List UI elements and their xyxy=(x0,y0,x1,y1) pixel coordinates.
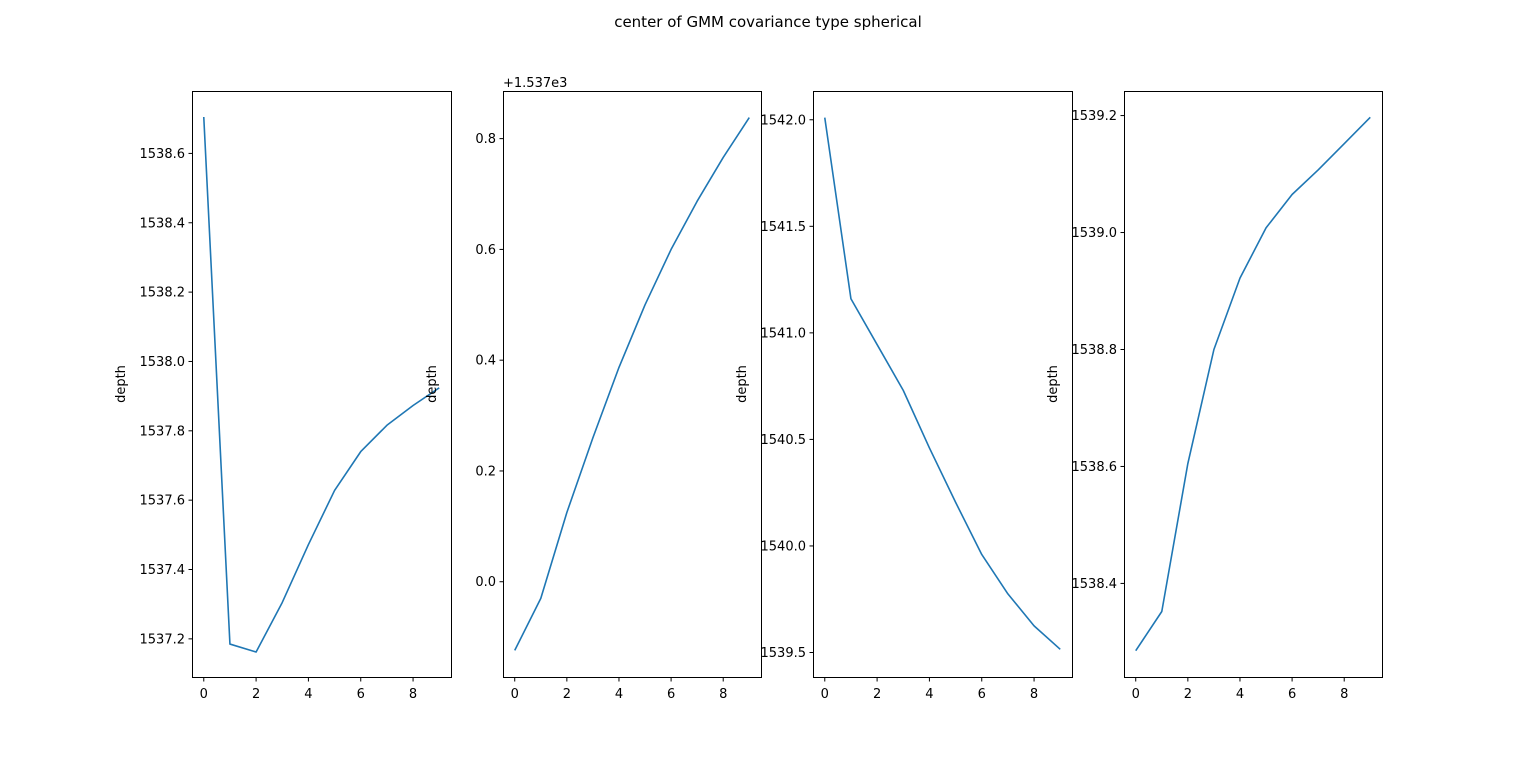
y-tick-label: 1538.6 xyxy=(1072,460,1118,475)
y-tick-label: 1538.8 xyxy=(1072,343,1118,358)
series-line-1 xyxy=(202,116,440,653)
axes-frame xyxy=(503,91,762,678)
x-tick-label: 8 xyxy=(1030,687,1038,702)
x-tick-label: 8 xyxy=(409,687,417,702)
x-tick-label: 6 xyxy=(1288,687,1296,702)
x-tick-label: 8 xyxy=(1340,687,1348,702)
subplot-2: 0 2 4 6 8 0.0 0.2 0.4 0.6 0.8 depth +1.537e3 xyxy=(425,76,762,702)
subplot-4: 0 2 4 6 8 1538.4 1538.6 1538.8 1539.0 1539.2 depth xyxy=(1046,91,1383,702)
y-axis-label: depth xyxy=(114,365,129,403)
y-tick-label: 1539.5 xyxy=(761,646,807,661)
y-tick-label: 1538.4 xyxy=(140,216,186,231)
y-tick-label: 0.6 xyxy=(475,243,496,258)
y-tick-label: 0.2 xyxy=(475,464,496,479)
axes-frame xyxy=(813,91,1073,678)
y-tick-label: 0.4 xyxy=(475,354,496,369)
x-tick-label: 0 xyxy=(1132,687,1140,702)
subplot-3: 0 2 4 6 8 1539.5 1540.0 1540.5 1541.0 1541.5 1542.… xyxy=(735,91,1073,702)
series-line-2 xyxy=(514,117,750,651)
x-tick-label: 0 xyxy=(511,687,519,702)
y-tick-label: 1537.2 xyxy=(140,632,186,647)
axes-frame xyxy=(1124,91,1383,678)
x-tick-label: 6 xyxy=(357,687,365,702)
y-tick-label: 1540.5 xyxy=(761,433,807,448)
x-tick-label: 6 xyxy=(978,687,986,702)
y-tick-label: 1541.5 xyxy=(761,220,807,235)
x-tick-label: 2 xyxy=(873,687,881,702)
y-tick-label: 1538.4 xyxy=(1072,577,1118,592)
series-line-4 xyxy=(1135,116,1371,652)
x-tick-label: 4 xyxy=(304,687,312,702)
x-tick-label: 8 xyxy=(719,687,727,702)
x-tick-label: 4 xyxy=(925,687,933,702)
y-tick-label: 1541.0 xyxy=(761,326,807,341)
subplot-1: 0 2 4 6 8 1537.2 1537.4 1537.6 1537.8 1538.0 1538.… xyxy=(114,91,452,702)
y-axis-label: depth xyxy=(425,365,440,403)
y-tick-label: 1539.0 xyxy=(1072,226,1118,241)
y-axis-label: depth xyxy=(735,365,750,403)
y-tick-label: 1538.0 xyxy=(140,355,186,370)
y-tick-label: 1538.6 xyxy=(140,147,186,162)
series-line-3 xyxy=(823,117,1061,650)
x-tick-label: 0 xyxy=(200,687,208,702)
x-tick-label: 4 xyxy=(615,687,623,702)
x-tick-label: 4 xyxy=(1236,687,1244,702)
y-tick-label: 1537.8 xyxy=(140,424,186,439)
x-tick-label: 6 xyxy=(667,687,675,702)
y-tick-label: 1539.2 xyxy=(1072,109,1118,124)
figure-title: center of GMM covariance type spherical xyxy=(614,13,922,31)
y-tick-label: 0.0 xyxy=(475,575,496,590)
y-tick-label: 1542.0 xyxy=(761,113,807,128)
x-tick-label: 2 xyxy=(563,687,571,702)
axes-frame xyxy=(192,91,452,678)
y-tick-label: 1540.0 xyxy=(761,539,807,554)
x-tick-label: 2 xyxy=(1184,687,1192,702)
y-axis-label: depth xyxy=(1046,365,1061,403)
y-tick-label: 1537.6 xyxy=(140,494,186,509)
x-tick-label: 2 xyxy=(252,687,260,702)
y-tick-label: 0.8 xyxy=(475,132,496,147)
x-tick-label: 0 xyxy=(821,687,829,702)
y-tick-label: 1538.2 xyxy=(140,286,186,301)
y-offset-label: +1.537e3 xyxy=(503,76,567,91)
y-tick-label: 1537.4 xyxy=(140,563,186,578)
